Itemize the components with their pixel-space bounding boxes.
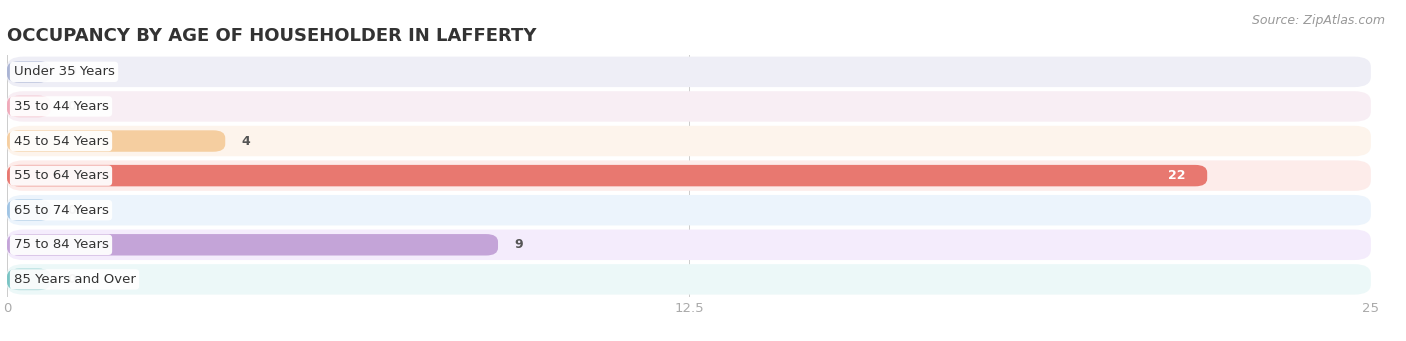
FancyBboxPatch shape (7, 96, 51, 117)
FancyBboxPatch shape (7, 264, 1371, 295)
FancyBboxPatch shape (7, 61, 51, 83)
Text: OCCUPANCY BY AGE OF HOUSEHOLDER IN LAFFERTY: OCCUPANCY BY AGE OF HOUSEHOLDER IN LAFFE… (7, 27, 537, 45)
Text: Under 35 Years: Under 35 Years (14, 65, 114, 78)
FancyBboxPatch shape (7, 130, 225, 152)
Text: 85 Years and Over: 85 Years and Over (14, 273, 135, 286)
FancyBboxPatch shape (7, 229, 1371, 260)
FancyBboxPatch shape (7, 234, 498, 255)
Text: 65 to 74 Years: 65 to 74 Years (14, 204, 108, 217)
Text: 0: 0 (67, 100, 76, 113)
FancyBboxPatch shape (7, 195, 1371, 225)
Text: 45 to 54 Years: 45 to 54 Years (14, 135, 108, 148)
Text: 75 to 84 Years: 75 to 84 Years (14, 238, 108, 251)
FancyBboxPatch shape (7, 199, 51, 221)
FancyBboxPatch shape (7, 126, 1371, 156)
Text: 35 to 44 Years: 35 to 44 Years (14, 100, 108, 113)
Text: 0: 0 (67, 65, 76, 78)
FancyBboxPatch shape (7, 91, 1371, 122)
FancyBboxPatch shape (7, 57, 1371, 87)
Text: 4: 4 (242, 135, 250, 148)
Text: 9: 9 (515, 238, 523, 251)
FancyBboxPatch shape (7, 160, 1371, 191)
Text: Source: ZipAtlas.com: Source: ZipAtlas.com (1251, 14, 1385, 27)
Text: 0: 0 (67, 204, 76, 217)
FancyBboxPatch shape (7, 269, 51, 290)
Text: 22: 22 (1168, 169, 1185, 182)
Text: 0: 0 (67, 273, 76, 286)
Text: 55 to 64 Years: 55 to 64 Years (14, 169, 108, 182)
FancyBboxPatch shape (7, 165, 1208, 186)
